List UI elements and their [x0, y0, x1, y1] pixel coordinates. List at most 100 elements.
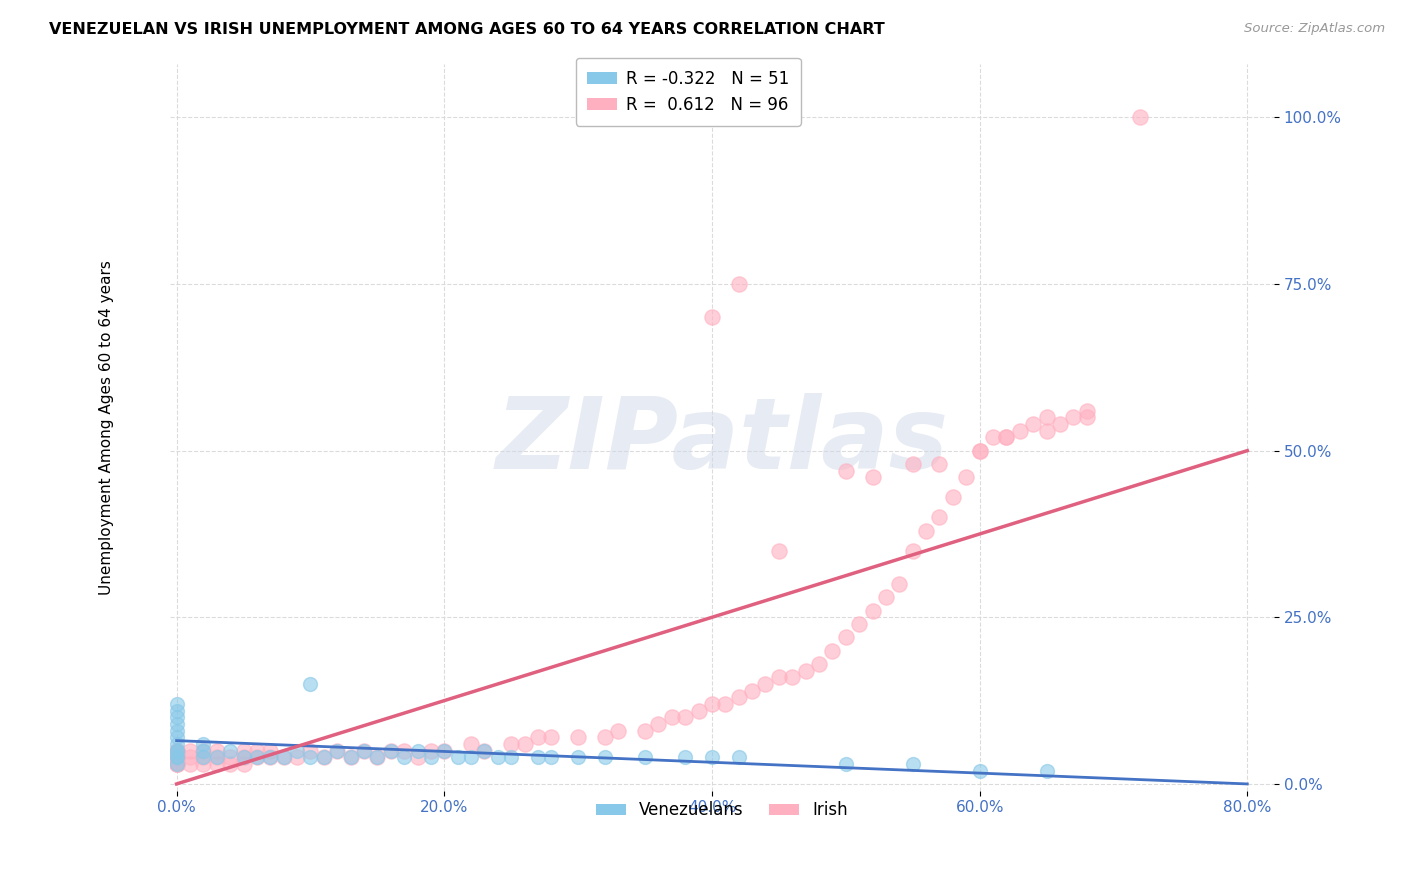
Point [714, 697, 737, 711]
Point [593, 750, 616, 764]
Point [995, 430, 1018, 444]
Point [460, 750, 482, 764]
Point [835, 464, 858, 478]
Point [406, 750, 429, 764]
Point [326, 743, 349, 757]
Point [326, 743, 349, 757]
Point [727, 750, 749, 764]
Point [727, 277, 749, 291]
Point [193, 737, 215, 751]
Point [741, 683, 763, 698]
Point [205, 756, 228, 771]
Point [1076, 403, 1098, 417]
Point [1022, 417, 1045, 431]
Point [835, 756, 858, 771]
Point [527, 731, 550, 745]
Text: Source: ZipAtlas.com: Source: ZipAtlas.com [1244, 22, 1385, 36]
Point [540, 731, 562, 745]
Point [486, 750, 509, 764]
Point [969, 443, 991, 458]
Point [179, 750, 201, 764]
Point [1035, 424, 1057, 438]
Point [246, 750, 269, 764]
Point [166, 756, 188, 771]
Point [380, 743, 402, 757]
Point [166, 750, 188, 764]
Point [647, 717, 669, 731]
Point [1049, 417, 1071, 431]
Point [928, 457, 950, 471]
Point [540, 750, 562, 764]
Point [166, 756, 188, 771]
Point [246, 743, 269, 757]
Text: VENEZUELAN VS IRISH UNEMPLOYMENT AMONG AGES 60 TO 64 YEARS CORRELATION CHART: VENEZUELAN VS IRISH UNEMPLOYMENT AMONG A… [49, 22, 884, 37]
Point [246, 750, 269, 764]
Point [593, 731, 616, 745]
Point [273, 750, 295, 764]
Point [232, 750, 254, 764]
Point [419, 743, 441, 757]
Point [259, 743, 281, 757]
Point [835, 630, 858, 644]
Point [862, 604, 884, 618]
Point [433, 743, 456, 757]
Point [673, 710, 696, 724]
Point [299, 750, 322, 764]
Point [460, 737, 482, 751]
Point [166, 750, 188, 764]
Point [179, 743, 201, 757]
Point [179, 756, 201, 771]
Point [299, 677, 322, 691]
Point [219, 750, 242, 764]
Point [901, 756, 924, 771]
Point [501, 750, 523, 764]
Point [166, 743, 188, 757]
Point [193, 743, 215, 757]
Point [166, 743, 188, 757]
Point [312, 750, 335, 764]
Point [700, 697, 723, 711]
Point [1008, 424, 1031, 438]
Y-axis label: Unemployment Among Ages 60 to 64 years: Unemployment Among Ages 60 to 64 years [100, 260, 114, 595]
Point [780, 670, 803, 684]
Point [1129, 111, 1152, 125]
Point [981, 430, 1004, 444]
Point [634, 723, 657, 738]
Point [419, 750, 441, 764]
Point [166, 750, 188, 764]
Point [166, 756, 188, 771]
Point [166, 743, 188, 757]
Point [166, 723, 188, 738]
Point [474, 743, 496, 757]
Point [727, 690, 749, 705]
Point [285, 750, 308, 764]
Point [219, 743, 242, 757]
Point [392, 750, 415, 764]
Point [901, 457, 924, 471]
Point [366, 750, 388, 764]
Point [501, 737, 523, 751]
Point [808, 657, 831, 671]
Point [901, 543, 924, 558]
Point [193, 756, 215, 771]
Point [232, 750, 254, 764]
Point [339, 750, 361, 764]
Point [1062, 410, 1084, 425]
Point [259, 750, 281, 764]
Text: ZIPatlas: ZIPatlas [495, 393, 949, 491]
Point [875, 591, 897, 605]
Point [768, 543, 790, 558]
Point [193, 750, 215, 764]
Point [166, 750, 188, 764]
Point [928, 510, 950, 524]
Point [942, 491, 965, 505]
Point [513, 737, 536, 751]
Point [166, 750, 188, 764]
Point [380, 743, 402, 757]
Point [299, 743, 322, 757]
Point [969, 764, 991, 778]
Point [527, 750, 550, 764]
Point [567, 731, 589, 745]
Point [166, 731, 188, 745]
Point [353, 743, 375, 757]
